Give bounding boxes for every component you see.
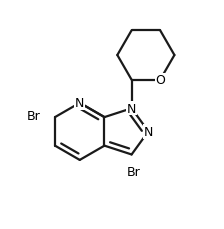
Text: N: N <box>75 97 84 110</box>
Text: Br: Br <box>27 110 41 123</box>
Text: N: N <box>127 102 136 115</box>
Text: N: N <box>144 125 153 138</box>
Text: O: O <box>155 74 165 87</box>
Text: Br: Br <box>127 166 141 179</box>
